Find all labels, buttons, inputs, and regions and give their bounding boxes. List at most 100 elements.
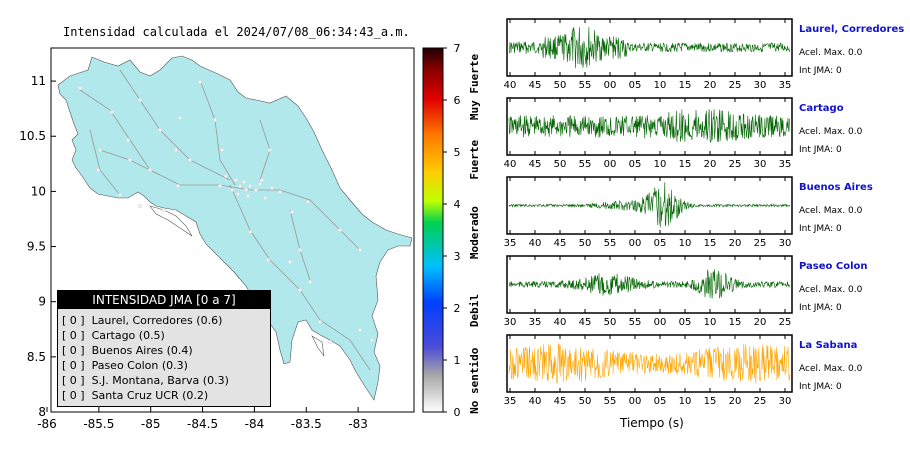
legend-item: [ 0 ] S.J. Montana, Barva (0.3) [62, 374, 229, 387]
time-tick-label: 30 [754, 80, 767, 91]
colorbar-tick-label: 0 [454, 406, 461, 419]
time-tick-label: 10 [704, 317, 717, 328]
panel-frame [506, 255, 793, 314]
time-tick-label: 15 [729, 317, 742, 328]
town-dot [197, 79, 203, 85]
time-tick-label: 45 [529, 159, 542, 170]
time-tick-label: 45 [529, 80, 542, 91]
gulf-dulce-shape [311, 335, 325, 357]
station-name: Paseo Colon [799, 261, 868, 272]
town-dot [297, 287, 303, 293]
seismogram-panel: 40 45 50 55 00 05 10 15 20 25 30 35 [504, 18, 793, 91]
x-axis-label: Tiempo (s) [620, 416, 684, 430]
town-dot [245, 193, 251, 199]
station-jma: Int JMA: 0 [799, 66, 842, 76]
town-dot [267, 147, 273, 153]
legend-item: [ 0 ] Santa Cruz UCR (0.2) [62, 389, 209, 402]
x-tick-label: -83 [348, 417, 368, 431]
time-tick-label: 05 [654, 238, 667, 249]
town-dot [262, 195, 268, 201]
town-dot [212, 117, 218, 123]
time-tick-label: 40 [554, 317, 567, 328]
station-accel: Acel. Max. 0.0 [799, 127, 863, 137]
time-tick-label: 30 [754, 159, 767, 170]
time-tick-label: 05 [629, 159, 642, 170]
time-tick-label: 45 [554, 396, 567, 407]
waveform-line [508, 109, 791, 144]
x-tick-label: -85 [141, 417, 161, 431]
town-dot [287, 259, 293, 265]
waveform-line [508, 269, 791, 299]
time-tick-label: 55 [579, 159, 592, 170]
y-tick-label: 10.5 [19, 129, 46, 143]
time-tick-label: 05 [654, 396, 667, 407]
time-tick-label: 35 [779, 80, 792, 91]
colorbar-band-label: Moderado [468, 206, 481, 259]
town-dot [117, 192, 123, 198]
town-dot [253, 187, 259, 193]
time-tick-label: 40 [529, 238, 542, 249]
x-tick-label: -86 [37, 417, 57, 431]
time-tick-label: 10 [654, 159, 667, 170]
time-tick-label: 55 [579, 80, 592, 91]
town-dot [161, 207, 167, 213]
gulf-shape [149, 205, 193, 237]
time-tick-label: 50 [604, 317, 617, 328]
x-tick-label: -84 [245, 417, 265, 431]
colorbar-tick-label: 6 [454, 94, 461, 107]
time-tick-label: 20 [754, 317, 767, 328]
legend-list: [ 0 ] Laurel, Corredores (0.6) [ 0 ] Cart… [58, 309, 270, 403]
town-dot [357, 327, 363, 333]
seismogram-panels: 40 45 50 55 00 05 10 15 20 25 30 35 40 45 50 55 00 05 10 15… [504, 18, 793, 407]
time-tick-label: 00 [629, 396, 642, 407]
time-tick-label: 50 [554, 159, 567, 170]
station-name: Laurel, Corredores [799, 24, 905, 35]
town-dot [317, 319, 323, 325]
town-dot [243, 187, 249, 193]
town-dot [305, 199, 311, 205]
town-dot [229, 187, 235, 193]
town-dot [177, 115, 183, 121]
town-dot [217, 183, 223, 189]
colorbar-band-label: No sentido [468, 347, 481, 414]
time-tick-label: 20 [729, 238, 742, 249]
time-tick-label: 15 [679, 159, 692, 170]
town-dot [277, 189, 283, 195]
town-dot [257, 181, 263, 187]
y-tick-label: 9.5 [27, 240, 46, 254]
town-dot [97, 147, 103, 153]
time-tick-label: 15 [704, 396, 717, 407]
station-accel: Acel. Max. 0.0 [799, 48, 863, 58]
town-dot [241, 179, 247, 185]
seismogram-panel: 40 45 50 55 00 05 10 15 20 25 30 35 [504, 97, 793, 170]
town-dot [307, 279, 313, 285]
seismogram-panel: 35 40 45 50 55 00 05 10 15 20 25 30 [504, 334, 793, 407]
legend-item: [ 0 ] Paseo Colon (0.3) [62, 359, 188, 372]
legend-item: [ 0 ] Buenos Aires (0.4) [62, 344, 193, 357]
station-jma: Int JMA: 0 [799, 145, 842, 155]
time-tick-label: 35 [504, 238, 517, 249]
town-dot [337, 227, 343, 233]
town-dot [125, 137, 131, 143]
town-dot [369, 337, 375, 343]
time-tick-label: 05 [679, 317, 692, 328]
legend-header: INTENSIDAD JMA [0 a 7] [58, 291, 270, 309]
y-tick-label: 11 [31, 74, 46, 88]
legend-item: [ 0 ] Cartago (0.5) [62, 329, 165, 342]
time-tick-label: 45 [554, 238, 567, 249]
waveform-line [508, 26, 791, 69]
town-dot [327, 339, 333, 345]
time-tick-label: 50 [579, 238, 592, 249]
time-tick-label: 10 [679, 396, 692, 407]
y-tick-label: 9 [38, 295, 46, 309]
colorbar-tick-label: 1 [454, 354, 461, 367]
town-dot [173, 147, 179, 153]
time-tick-label: 00 [604, 80, 617, 91]
colorbar-tick-label: 2 [454, 302, 461, 315]
town-dot [109, 109, 115, 115]
time-tick-label: 55 [629, 317, 642, 328]
colorbar-tick-label: 4 [454, 198, 461, 211]
town-dot [289, 209, 295, 215]
station-name: Cartago [799, 103, 844, 114]
map-axes: -86 -85.5 -85 -84.5 -84 -83.5 -83 8 8.5 9 9.5 10 10.… [19, 74, 368, 431]
